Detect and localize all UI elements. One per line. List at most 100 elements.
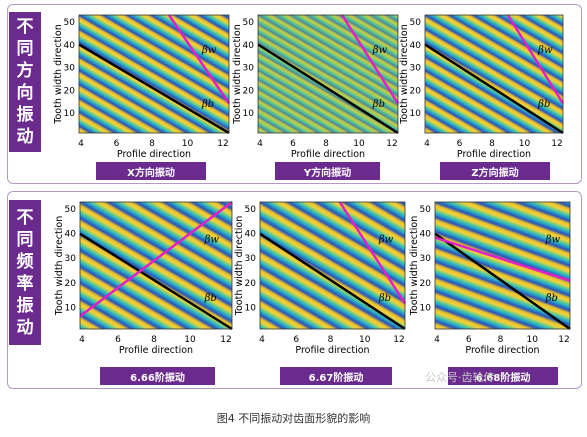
x-axis-label: Profile direction	[117, 149, 191, 160]
x-tick-label: 8	[328, 335, 334, 345]
row-label-frequencies: 不同频率振动	[9, 200, 41, 345]
row-label-char: 同	[16, 229, 34, 250]
panel-tag: X方向振动	[96, 162, 206, 180]
row-label-char: 率	[16, 273, 34, 294]
tooth-surface-plot: βw βb 4 6 8 10 12 10 20 30 40 50 Profile direction To…	[54, 201, 233, 356]
magenta-vibration-line	[167, 14, 231, 105]
x-axis-label: Profile direction	[465, 345, 539, 356]
contour-panel: βw βb 4 6 8 10 12 10 20 30 40 50 Profile direction To…	[232, 14, 400, 160]
x-tick-label: 8	[151, 335, 157, 345]
x-tick-label: 12	[217, 139, 228, 149]
beta-w-label: βw	[378, 235, 394, 246]
tooth-surface-plot: βw βb 4 6 8 10 12 10 20 30 40 50 Profile direction To…	[409, 201, 571, 356]
row-label-char: 动	[16, 127, 34, 147]
x-axis-label: Profile direction	[119, 345, 193, 356]
x-tick-label: 8	[498, 335, 504, 345]
panel-tag: Z方向振动	[440, 162, 550, 180]
black-reference-line	[434, 232, 571, 331]
x-tick-label: 10	[353, 139, 365, 149]
y-tick-label: 20	[245, 279, 257, 289]
y-tick-label: 10	[245, 303, 257, 313]
contour-panel: βw βb 4 6 8 10 12 10 20 30 40 50 Profile direction To…	[409, 201, 571, 356]
row-label-char: 频	[16, 251, 34, 272]
magenta-vibration-line	[79, 201, 233, 318]
x-tick-label: 12	[558, 335, 569, 345]
panel-tag: 6.68阶振动	[448, 367, 558, 385]
x-tick-label: 12	[551, 139, 562, 149]
beta-w-label: βw	[537, 45, 553, 56]
y-tick-label: 40	[65, 230, 77, 240]
x-tick-label: 6	[293, 335, 299, 345]
y-tick-label: 20	[420, 279, 432, 289]
x-tick-label: 10	[182, 139, 194, 149]
x-tick-label: 4	[424, 139, 430, 149]
magenta-vibration-line	[338, 201, 407, 305]
surface-texture	[258, 15, 398, 133]
black-reference-line	[78, 43, 230, 135]
black-reference-line	[424, 43, 564, 135]
black-reference-line	[257, 43, 399, 135]
x-tick-label: 12	[393, 335, 404, 345]
x-tick-label: 10	[359, 335, 371, 345]
y-axis-label: Tooth width direction	[232, 24, 243, 124]
surface-texture	[79, 15, 229, 133]
y-tick-label: 50	[64, 18, 76, 28]
y-tick-label: 10	[65, 303, 77, 313]
x-tick-label: 8	[149, 139, 155, 149]
beta-b-label: βb	[537, 99, 550, 110]
row-label-char: 同	[16, 39, 34, 59]
tooth-surface-plot: βw βb 4 6 8 10 12 10 20 30 40 50 Profile direction To…	[234, 201, 407, 356]
y-tick-label: 30	[64, 64, 76, 74]
y-tick-label: 50	[243, 18, 255, 28]
x-tick-label: 4	[257, 139, 263, 149]
x-tick-label: 6	[466, 335, 472, 345]
row-label-directions: 不同方向振动	[9, 12, 41, 152]
x-tick-label: 10	[527, 335, 539, 345]
y-axis-label: Tooth width direction	[399, 24, 410, 124]
y-tick-label: 30	[243, 64, 255, 74]
y-axis-label: Tooth width direction	[54, 216, 65, 316]
y-tick-label: 30	[410, 64, 422, 74]
beta-w-label: βw	[372, 45, 388, 56]
tooth-surface-plot: βw βb 4 6 8 10 12 10 20 30 40 50 Profile direction To…	[399, 14, 565, 160]
x-tick-label: 6	[114, 139, 120, 149]
y-tick-label: 30	[245, 254, 257, 264]
contour-panel: βw βb 4 6 8 10 12 10 20 30 40 50 Profile direction To…	[234, 201, 407, 356]
x-tick-label: 4	[78, 139, 84, 149]
surface-texture	[80, 202, 232, 329]
y-tick-label: 40	[410, 41, 422, 51]
row-label-char: 不	[16, 17, 34, 37]
y-tick-label: 40	[420, 230, 432, 240]
row-label-char: 振	[16, 295, 34, 316]
black-reference-line	[259, 232, 406, 331]
y-axis-label: Tooth width direction	[234, 216, 245, 316]
x-tick-label: 10	[519, 139, 531, 149]
y-tick-label: 20	[243, 86, 255, 96]
y-tick-label: 20	[64, 86, 76, 96]
x-tick-label: 6	[457, 139, 463, 149]
beta-b-label: βb	[204, 293, 217, 304]
y-axis-label: Tooth width direction	[53, 24, 64, 124]
beta-b-label: βb	[545, 293, 558, 304]
row-label-char: 振	[16, 105, 34, 125]
beta-b-label: βb	[201, 99, 214, 110]
x-tick-label: 6	[290, 139, 296, 149]
y-tick-label: 10	[420, 303, 432, 313]
x-tick-label: 4	[79, 335, 85, 345]
magenta-vibration-line	[340, 14, 400, 105]
panel-tag: 6.66阶振动	[100, 367, 215, 385]
y-tick-label: 50	[420, 205, 432, 215]
surface-texture	[260, 202, 405, 329]
y-tick-label: 50	[65, 205, 77, 215]
y-tick-label: 40	[243, 41, 255, 51]
x-axis-label: Profile direction	[295, 345, 369, 356]
figure-caption: 图4 不同振动对齿面形貌的影响	[216, 412, 371, 425]
y-tick-label: 10	[243, 109, 255, 119]
y-tick-label: 50	[410, 18, 422, 28]
y-tick-label: 40	[64, 41, 76, 51]
beta-w-label: βw	[201, 45, 217, 56]
y-tick-label: 20	[410, 86, 422, 96]
contour-panel: βw βb 4 6 8 10 12 10 20 30 40 50 Profile direction To…	[54, 201, 233, 356]
y-tick-label: 50	[245, 205, 257, 215]
x-tick-label: 12	[386, 139, 397, 149]
